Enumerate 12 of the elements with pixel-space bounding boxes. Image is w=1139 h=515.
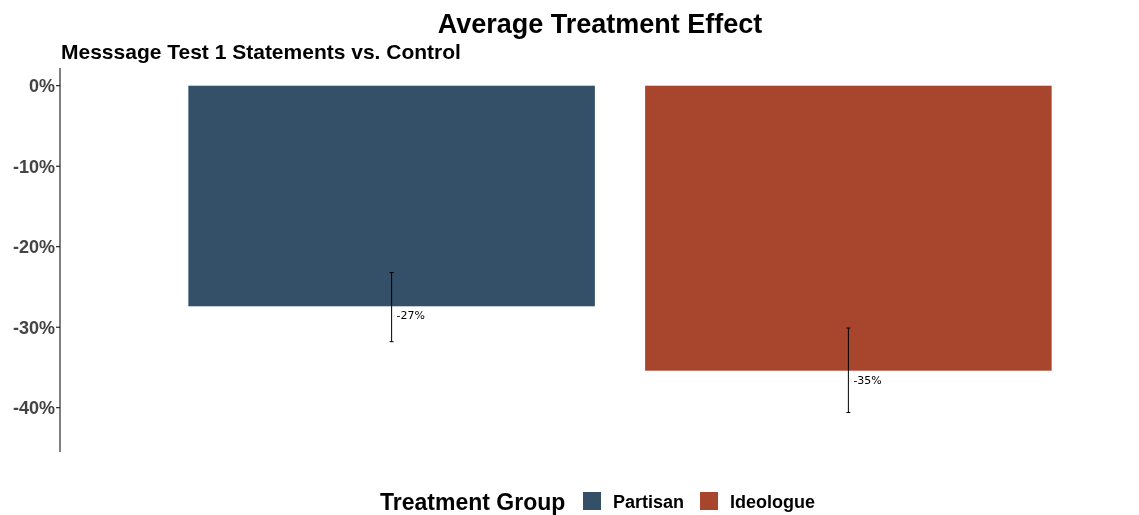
chart-title: Average Treatment Effect <box>437 9 763 39</box>
y-tick-label: -30% <box>12 317 55 338</box>
y-tick-label: 0% <box>28 76 55 97</box>
chart-subtitle: Messsage Test 1 Statements vs. Control <box>61 40 461 63</box>
y-tick-label: -20% <box>12 237 55 258</box>
y-tick-label: -40% <box>12 398 55 419</box>
legend-label: Ideologue <box>730 492 815 512</box>
y-tick-label: -10% <box>12 156 55 177</box>
legend-label: Partisan <box>613 492 685 512</box>
data-label: -35% <box>853 373 882 387</box>
data-label: -27% <box>396 309 426 323</box>
legend-title: Treatment Group <box>380 489 566 515</box>
